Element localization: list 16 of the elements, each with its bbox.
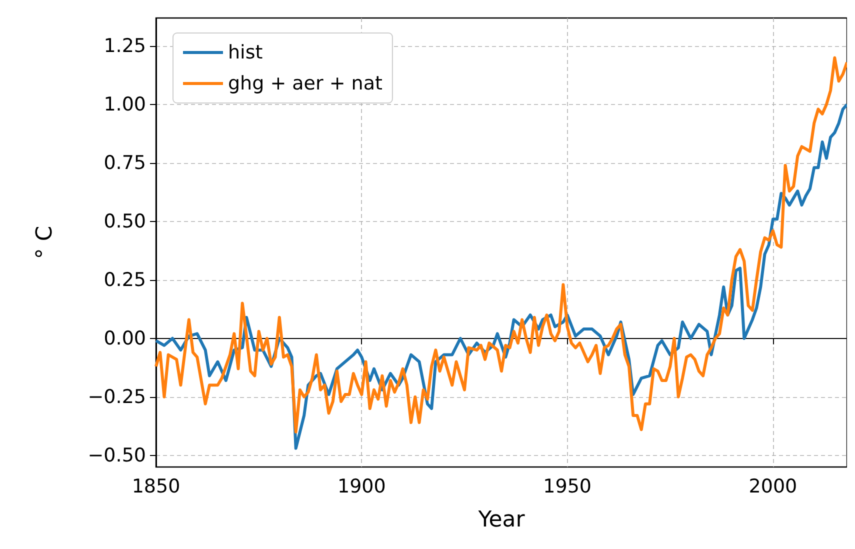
y-tick-label: 0.75 (104, 152, 146, 174)
x-tick-label: 1850 (132, 476, 180, 498)
y-tick-label: 0.25 (104, 268, 146, 291)
x-tick-label: 1900 (337, 476, 386, 498)
x-axis-title: Year (477, 508, 526, 532)
y-axis-title: ° C (32, 226, 58, 260)
legend-label: ghg + aer + nat (228, 72, 382, 94)
y-tick-label: 0.00 (104, 327, 146, 350)
y-tick-label: −0.25 (88, 386, 146, 408)
y-tick-label: 1.00 (104, 94, 146, 116)
y-tick-label: 1.25 (104, 35, 146, 58)
x-tick-label: 2000 (748, 476, 798, 498)
x-tick-label: 1950 (543, 476, 592, 498)
y-tick-label: −0.50 (88, 444, 146, 466)
legend-label: hist (228, 42, 263, 64)
y-tick-label: 0.50 (104, 210, 146, 232)
